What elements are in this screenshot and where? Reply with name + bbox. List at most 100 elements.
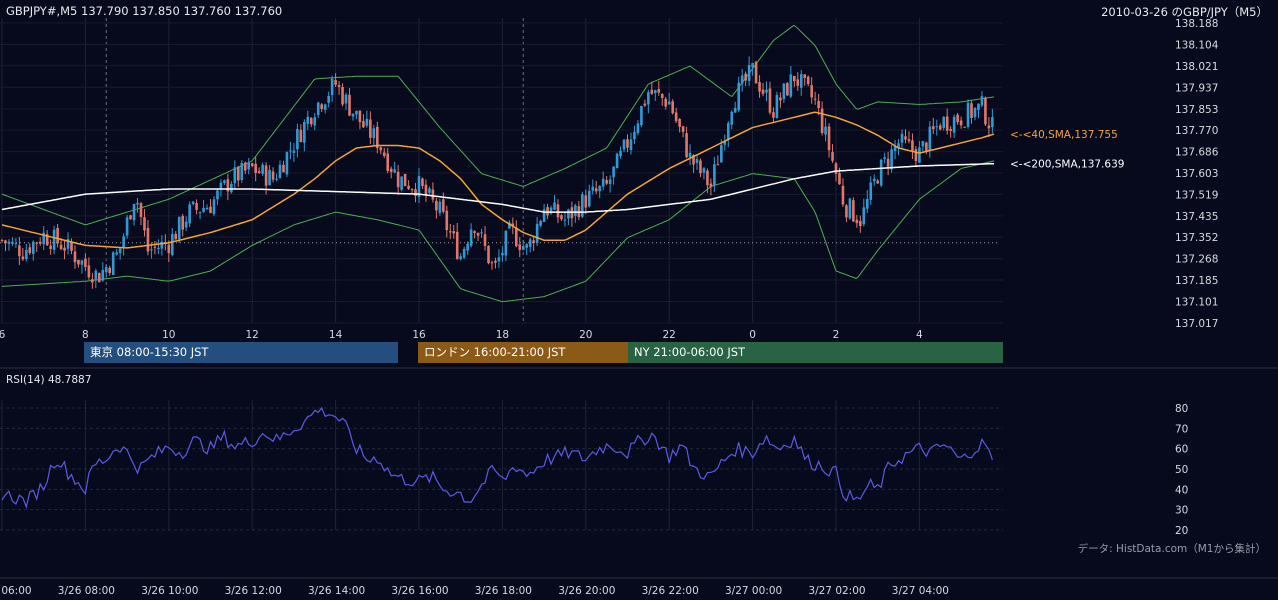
candle-body (494, 260, 497, 263)
candle-body (754, 61, 758, 84)
candle-body (435, 200, 438, 211)
candle-body (942, 116, 946, 128)
candle-body (299, 129, 303, 143)
candle-body (452, 231, 456, 234)
rsi-x-tick-label: 3/26 12:00 (225, 585, 282, 597)
candle-body (184, 221, 188, 228)
candle-body (403, 173, 407, 187)
candle-body (528, 239, 532, 247)
session-london: ロンドン 16:00-21:00 JST (418, 342, 628, 363)
data-credit: データ: HistData.com（M1から集計） (1077, 543, 1266, 555)
candle-body (459, 256, 462, 260)
candle-body (104, 267, 108, 273)
candle-body (146, 228, 150, 252)
bollinger-lower (1, 160, 995, 303)
candle-body (799, 74, 803, 88)
candle-body (320, 104, 323, 109)
candle-body (518, 244, 522, 250)
candle-body (761, 89, 765, 94)
candle-body (779, 97, 782, 101)
candle-body (671, 101, 674, 114)
x-tick-label: 2 (833, 329, 840, 341)
candle-body (726, 123, 730, 140)
candle-body (817, 100, 820, 108)
candle-body (935, 126, 939, 128)
candle-body (806, 76, 810, 84)
candle-body (52, 229, 56, 250)
rsi-y-tick-label: 50 (1175, 464, 1188, 476)
bollinger-bands (1, 24, 995, 303)
candle-body (952, 116, 956, 133)
candle-body (660, 94, 664, 98)
candle-body (987, 125, 991, 129)
y-tick-label: 137.770 (1175, 125, 1218, 137)
candle-body (584, 195, 588, 208)
candle-body (115, 252, 118, 255)
candle-body (720, 145, 723, 163)
candle-body (737, 82, 740, 111)
rsi-x-tick-label: 3/26 10:00 (141, 585, 198, 597)
rsi-x-tick-label: 3/26 16:00 (391, 585, 448, 597)
candle-body (563, 219, 567, 221)
candle-body (626, 139, 629, 148)
candle-body (268, 169, 271, 186)
rsi-panel (1, 406, 993, 509)
candle-body (539, 220, 542, 226)
candle-body (765, 89, 768, 93)
moving-averages: <-<40,SMA,137.755 <-<200,SMA,137.639 (1, 111, 1124, 249)
candle-body (289, 150, 292, 152)
candle-body (640, 105, 643, 126)
candle-body (501, 252, 504, 256)
candle-body (195, 202, 198, 210)
candle-body (80, 260, 84, 265)
candle-body (789, 74, 793, 97)
candle-body (716, 164, 720, 166)
rsi-x-tick-label: 3/26 06:00 (0, 585, 32, 597)
y-tick-label: 137.519 (1175, 189, 1218, 201)
candle-body (101, 269, 105, 281)
candle-body (98, 273, 101, 283)
candle-body (504, 230, 508, 256)
candle-body (223, 180, 226, 184)
candle-body (316, 102, 320, 115)
candle-body (14, 243, 18, 245)
y-tick-label: 138.104 (1175, 40, 1219, 52)
candle-body (382, 152, 386, 156)
candle-body (442, 199, 445, 212)
candle-body (667, 101, 671, 105)
candle-body (91, 279, 94, 283)
candle-body (699, 160, 702, 174)
candle-body (230, 183, 233, 193)
candle-body (257, 171, 261, 174)
y-tick-label: 137.435 (1175, 211, 1218, 223)
candle-body (886, 158, 890, 167)
rsi-y-tick-label: 80 (1175, 403, 1188, 415)
rsi-x-tick-label: 3/26 22:00 (642, 585, 699, 597)
sma200-line (1, 162, 994, 213)
candle-body (869, 182, 873, 200)
candle-body (650, 89, 654, 94)
candle-body (786, 83, 789, 96)
candle-body (925, 142, 928, 152)
candle-body (344, 94, 348, 104)
candle-body (657, 89, 661, 93)
candle-body (900, 133, 904, 143)
x-tick-label: 12 (246, 329, 259, 341)
candle-body (59, 244, 63, 250)
candle-body (855, 219, 859, 224)
candle-body (938, 125, 942, 130)
candle-body (87, 265, 91, 278)
candle-body (744, 73, 747, 81)
candle-body (327, 95, 330, 103)
candle-body (216, 190, 219, 200)
candle-body (7, 241, 11, 244)
candle-body (911, 140, 914, 151)
candles (0, 56, 994, 289)
candle-body (740, 75, 744, 84)
candle-body (309, 118, 313, 125)
candle-body (890, 149, 893, 170)
candle-body (768, 88, 772, 113)
candle-body (414, 189, 417, 197)
symbol-info: GBPJPY#,M5 137.790 137.850 137.760 137.7… (6, 4, 283, 18)
candle-body (654, 90, 657, 93)
